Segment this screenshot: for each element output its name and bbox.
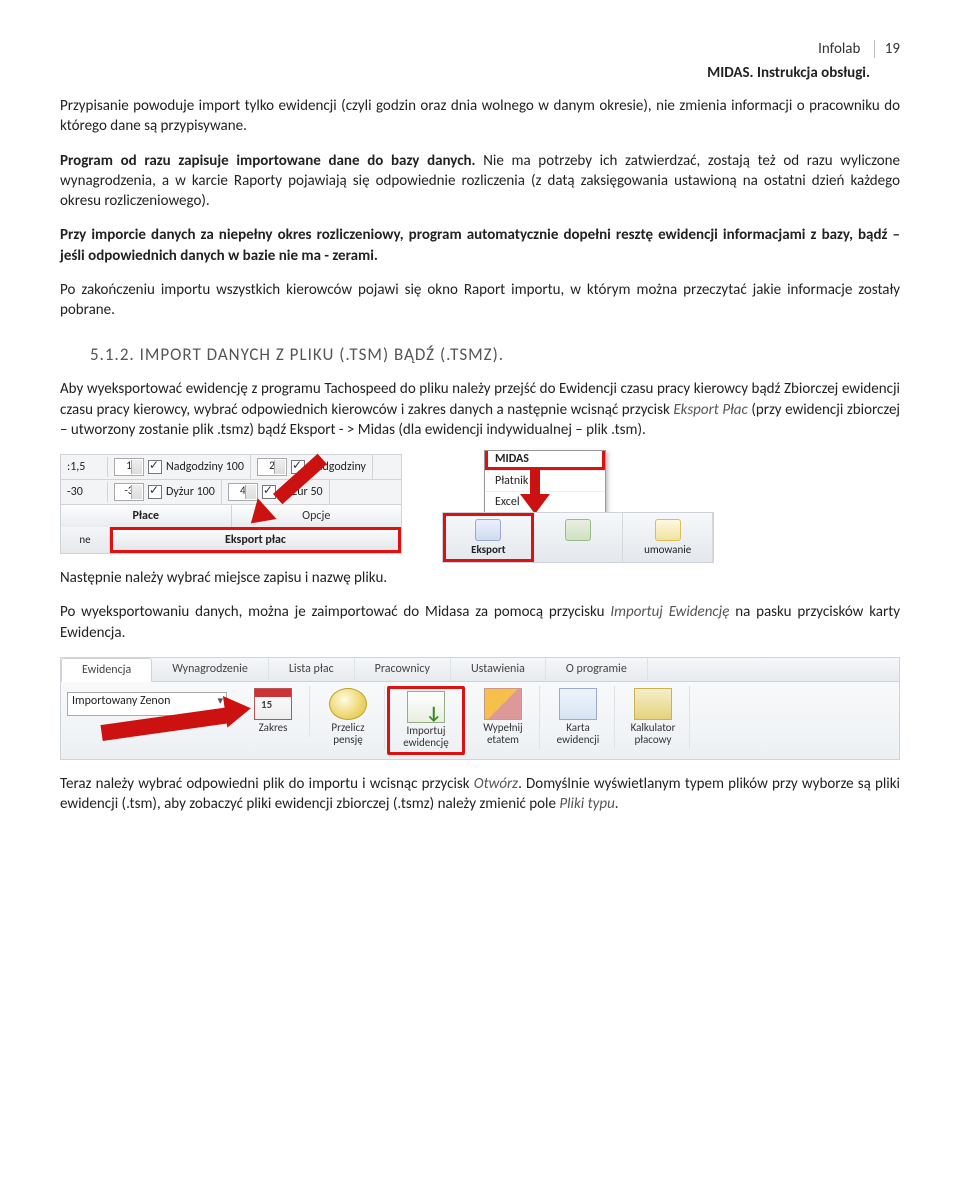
cell-r1c1: :1,5 — [61, 457, 108, 477]
karta-label-a: Karta — [566, 721, 589, 734]
ribbon-eksport: Eksport umowanie — [442, 512, 714, 563]
checkbox-nadgodziny-100[interactable] — [148, 460, 162, 474]
document-page: Infolab 19 MIDAS. Instrukcja obsługi. Pr… — [0, 0, 960, 868]
karta-ewidencji-button[interactable]: Kartaewidencji — [542, 686, 615, 749]
importuj-label-a: Importuj — [406, 724, 445, 737]
sum-icon — [655, 519, 681, 541]
panel-eksport-dropdown: MIDAS Płatnik Excel Eksport umowanie — [442, 454, 712, 554]
header-subtitle: MIDAS. Instrukcja obsługi. — [60, 64, 900, 82]
paragraph-7: Po wyeksportowaniu danych, można je zaim… — [60, 602, 900, 643]
tab-o-programie[interactable]: O programie — [546, 658, 648, 681]
paragraph-6: Następnie należy wybrać miejsce zapisu i… — [60, 568, 900, 588]
arrow-to-eksport-dropdown-head-icon — [520, 494, 550, 514]
header-page-number: 19 — [874, 40, 900, 58]
spinner-r1s2[interactable]: 2 — [257, 458, 287, 476]
screenshot-eksport-plac: :1,5 1Nadgodziny 100 2Nadgodziny -30 -3D… — [60, 454, 900, 554]
paragraph-4: Po zakończeniu importu wszystkich kierow… — [60, 280, 900, 321]
header-brand: Infolab — [818, 40, 866, 58]
paragraph-2: Program od razu zapisuje importowane dan… — [60, 151, 900, 212]
kalkulator-label-b: płacowy — [635, 733, 672, 746]
przelicz-label-a: Przelicz — [331, 721, 364, 734]
paragraph-8: Teraz należy wybrać odpowiedni plik do i… — [60, 774, 900, 815]
ribbon-sum-label: umowanie — [625, 543, 710, 556]
card-icon — [559, 688, 597, 720]
tab-pracownicy[interactable]: Pracownicy — [355, 658, 451, 681]
spinner-r2s2[interactable]: 4 — [228, 483, 258, 501]
tab-ustawienia[interactable]: Ustawienia — [451, 658, 546, 681]
label-dyzur-100: Dyżur 100 — [166, 485, 215, 499]
label-nadgodziny-100: Nadgodziny 100 — [166, 460, 244, 474]
spinner-r1s1[interactable]: 1 — [114, 458, 144, 476]
page-header: Infolab 19 MIDAS. Instrukcja obsługi. — [60, 40, 900, 82]
export-icon — [475, 519, 501, 541]
pencil-icon — [484, 688, 522, 720]
calendar-icon — [254, 688, 292, 720]
dropdown-item-midas[interactable]: MIDAS — [485, 451, 605, 470]
wypelnij-etatem-button[interactable]: Wypełnijetatem — [467, 686, 540, 749]
calculator-icon — [634, 688, 672, 720]
tab-lista-plac[interactable]: Lista płac — [269, 658, 355, 681]
ribbon-eksport-label: Eksport — [446, 543, 531, 556]
paragraph-7a: Po wyeksportowaniu danych, można je zaim… — [60, 603, 610, 621]
karta-label-b: ewidencji — [557, 733, 600, 746]
dropdown-item-platnik[interactable]: Płatnik — [485, 470, 605, 491]
ribbon-sum-button[interactable]: umowanie — [623, 513, 713, 562]
paragraph-5b-eksport-plac: Eksport Płac — [673, 401, 747, 419]
paragraph-5: Aby wyeksportować ewidencję z programu T… — [60, 379, 900, 440]
importuj-ewidencje-button[interactable]: Importujewidencję — [387, 686, 465, 755]
arrow-to-eksport-dropdown-icon — [530, 468, 540, 496]
spinner-r2s1[interactable]: -3 — [114, 483, 144, 501]
kalkulator-placowy-button[interactable]: Kalkulatorpłacowy — [617, 686, 690, 749]
tab-ewidencja[interactable]: Ewidencja — [61, 658, 152, 682]
kalkulator-label-a: Kalkulator — [631, 721, 676, 734]
midas-tabs: Ewidencja Wynagrodzenie Lista płac Praco… — [61, 658, 899, 682]
importuj-label-b: ewidencję — [403, 736, 449, 749]
przelicz-label-b: pensję — [333, 733, 362, 746]
paragraph-8a: Teraz należy wybrać odpowiedni plik do i… — [60, 775, 474, 793]
panel-place-opcje: :1,5 1Nadgodziny 100 2Nadgodziny -30 -3D… — [60, 454, 402, 554]
paragraph-7b-importuj-ewidencje: Importuj Ewidencję — [610, 603, 729, 621]
checkbox-dyzur-100[interactable] — [148, 485, 162, 499]
wypelnij-label-b: etatem — [487, 733, 519, 746]
eksport-plac-button[interactable]: Eksport płac — [110, 527, 401, 553]
paragraph-8b-otworz: Otwórz — [474, 775, 518, 793]
cell-r2c1: -30 — [61, 482, 108, 502]
wypelnij-label-a: Wypełnij — [483, 721, 522, 734]
import-icon — [407, 691, 445, 723]
paragraph-8d-pliki-typu: Pliki typu — [559, 795, 614, 813]
screenshot-midas-toolbar: Ewidencja Wynagrodzenie Lista płac Praco… — [60, 657, 900, 760]
cell-ne: ne — [61, 527, 110, 553]
heading-5-1-2: 5.1.2. IMPORT DANYCH Z PLIKU (.TSM) BĄDŹ… — [90, 344, 900, 365]
coins-icon — [329, 688, 367, 720]
przelicz-pensje-button[interactable]: Przeliczpensję — [312, 686, 385, 749]
tab-place[interactable]: Płace — [61, 505, 232, 527]
book-icon — [565, 519, 591, 541]
ribbon-book-button[interactable] — [534, 513, 624, 562]
paragraph-2-bold: Program od razu zapisuje importowane dan… — [60, 152, 476, 170]
paragraph-1: Przypisanie powoduje import tylko ewiden… — [60, 96, 900, 137]
tab-wynagrodzenie[interactable]: Wynagrodzenie — [152, 658, 269, 681]
arrow-to-importuj-head-icon — [223, 692, 253, 727]
paragraph-8e: . — [615, 795, 619, 813]
paragraph-3: Przy imporcie danych za niepełny okres r… — [60, 225, 900, 266]
ribbon-eksport-button[interactable]: Eksport — [443, 513, 534, 562]
